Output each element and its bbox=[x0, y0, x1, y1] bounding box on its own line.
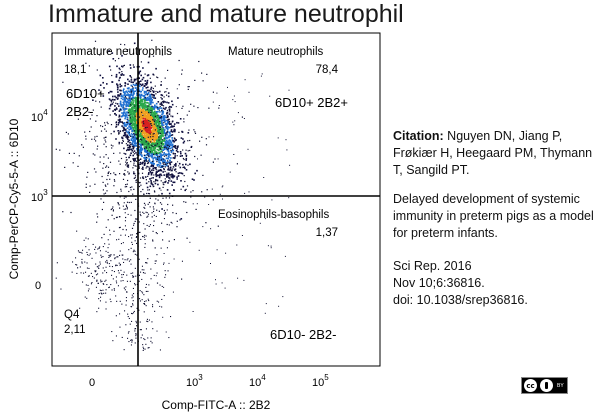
quadrant-ul-percent: 18,1 bbox=[64, 64, 86, 76]
quadrant-lr-percent: 1,37 bbox=[316, 227, 338, 239]
quadrant-ul-phenotype-2: 2B2- bbox=[66, 104, 93, 119]
attribution-person-icon bbox=[540, 379, 553, 392]
quadrant-ll-percent: 2,11 bbox=[64, 324, 86, 336]
x-tick-label: 103 bbox=[186, 373, 203, 389]
x-tick-label: 105 bbox=[312, 373, 329, 389]
x-tick-label: 104 bbox=[249, 373, 266, 389]
cc-by-license-badge[interactable]: cc BY bbox=[521, 377, 568, 394]
y-axis-ticks: 104 103 0 bbox=[31, 108, 48, 292]
plot-frame bbox=[51, 32, 381, 367]
citation-title: Delayed development of systemic immunity… bbox=[393, 192, 594, 240]
citation-journal: Sci Rep. 2016 bbox=[393, 259, 472, 273]
flow-cytometry-plot: Immature neutrophils 18,1 6D10+ 2B2- Mat… bbox=[7, 32, 381, 412]
citation-panel: Citation: Nguyen DN, Jiang P, Frøkiær H,… bbox=[393, 128, 598, 321]
event-dots bbox=[55, 39, 291, 351]
quadrant-ur-phenotype: 6D10+ 2B2+ bbox=[275, 95, 348, 110]
citation-authors-text: Nguyen DN, Jiang P, Frøkiær H, Heegaard … bbox=[393, 129, 593, 177]
x-axis-label: Comp-FITC-A :: 2B2 bbox=[162, 398, 271, 412]
quadrant-ur-percent: 78,4 bbox=[316, 64, 339, 76]
creative-commons-icon: cc bbox=[524, 379, 537, 392]
quadrant-lr-name: Eosinophils-basophils bbox=[218, 209, 329, 221]
quadrant-ur-name: Mature neutrophils bbox=[228, 46, 323, 58]
citation-reference: Sci Rep. 2016 Nov 10;6:36816. doi: 10.10… bbox=[393, 258, 598, 309]
citation-doi[interactable]: doi: 10.1038/srep36816. bbox=[393, 293, 528, 307]
by-text: BY bbox=[557, 382, 564, 389]
quadrant-lr-phenotype: 6D10- 2B2- bbox=[270, 327, 336, 342]
citation-authors: Citation: Nguyen DN, Jiang P, Frøkiær H,… bbox=[393, 128, 598, 179]
quadrant-ll-name: Q4 bbox=[64, 309, 80, 321]
y-axis-label: Comp-PerCP-Cy5-5-A :: 6D10 bbox=[7, 118, 21, 279]
y-tick-label: 0 bbox=[35, 280, 41, 292]
quadrant-ul-phenotype: 6D10+ bbox=[66, 86, 105, 101]
citation-volume: Nov 10;6:36816. bbox=[393, 276, 485, 290]
x-tick-label: 0 bbox=[89, 377, 95, 389]
quadrant-ul-name: Immature neutrophils bbox=[64, 46, 172, 58]
citation-label: Citation: bbox=[393, 129, 444, 143]
y-tick-label: 103 bbox=[31, 188, 48, 204]
x-axis-ticks: 0 103 104 105 bbox=[89, 373, 329, 389]
y-tick-label: 104 bbox=[31, 108, 48, 124]
chart-title: Immature and mature neutrophil bbox=[48, 0, 404, 28]
